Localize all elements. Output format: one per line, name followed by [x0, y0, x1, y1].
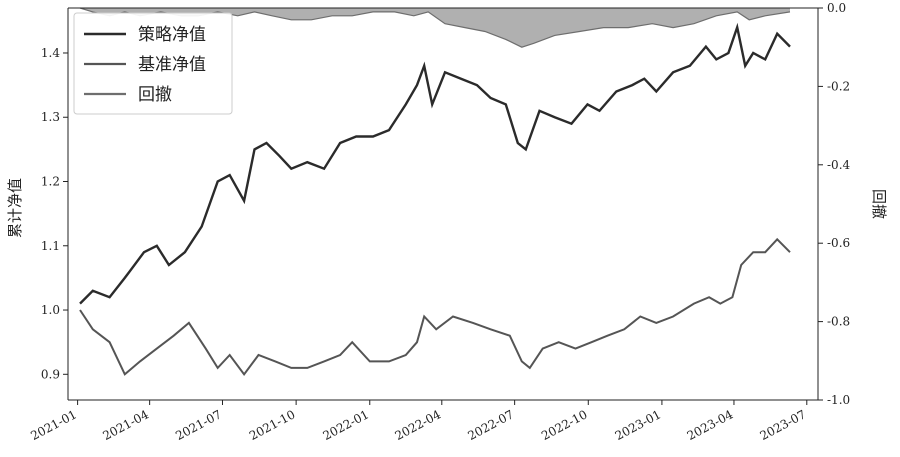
legend-box [73, 12, 233, 115]
y2-tick-label: -0.8 [827, 315, 850, 329]
x-tick-label: 2023-04 [685, 407, 736, 443]
y2-tick-label: 0.0 [827, 1, 846, 15]
x-tick-label: 2022-04 [393, 407, 444, 443]
x-axis-ticks: 2021-01 2021-04 2021-07 2021-10 2022-01 2022-… [28, 400, 808, 443]
y2-axis-title: 回撤 [870, 189, 888, 219]
x-tick-label: 2022-01 [321, 407, 372, 443]
legend-label-drawdown: 回撤 [138, 85, 172, 105]
x-tick-label: 2022-10 [539, 407, 590, 443]
x-tick-label: 2021-04 [100, 407, 151, 443]
y2-tick-label: -0.6 [827, 236, 850, 250]
legend-label-strategy: 策略净值 [138, 25, 206, 45]
y-tick-label: 1.1 [41, 239, 60, 253]
drawdown-area [80, 8, 790, 48]
y-tick-label: 1.2 [41, 175, 60, 189]
x-tick-label: 2021-10 [247, 407, 298, 443]
y2-axis-ticks: 0.0 -0.2 -0.4 -0.6 -0.8 -1.0 [818, 1, 851, 407]
y-tick-label: 1.0 [41, 303, 60, 317]
y-axis-title: 累计净值 [6, 178, 24, 238]
x-tick-label: 2021-01 [28, 407, 79, 443]
x-tick-label: 2023-07 [758, 407, 809, 443]
benchmark-line [79, 237, 791, 376]
x-tick-label: 2023-01 [613, 407, 664, 443]
y2-tick-label: -0.4 [827, 158, 851, 172]
y-tick-label: 1.4 [41, 46, 60, 60]
legend-label-benchmark: 基准净值 [138, 55, 206, 75]
y-axis-ticks: 0.9 1.0 1.1 1.2 1.3 1.4 [41, 46, 68, 381]
y2-tick-label: -0.2 [827, 79, 850, 93]
strategy-line [79, 22, 791, 305]
y-tick-label: 1.3 [41, 110, 60, 124]
y-tick-label: 0.9 [41, 367, 60, 381]
x-tick-label: 2021-07 [173, 407, 224, 443]
legend: 策略净值 基准净值 回撤 [73, 12, 233, 115]
x-tick-label: 2022-07 [465, 407, 516, 443]
y2-tick-label: -1.0 [827, 393, 850, 407]
